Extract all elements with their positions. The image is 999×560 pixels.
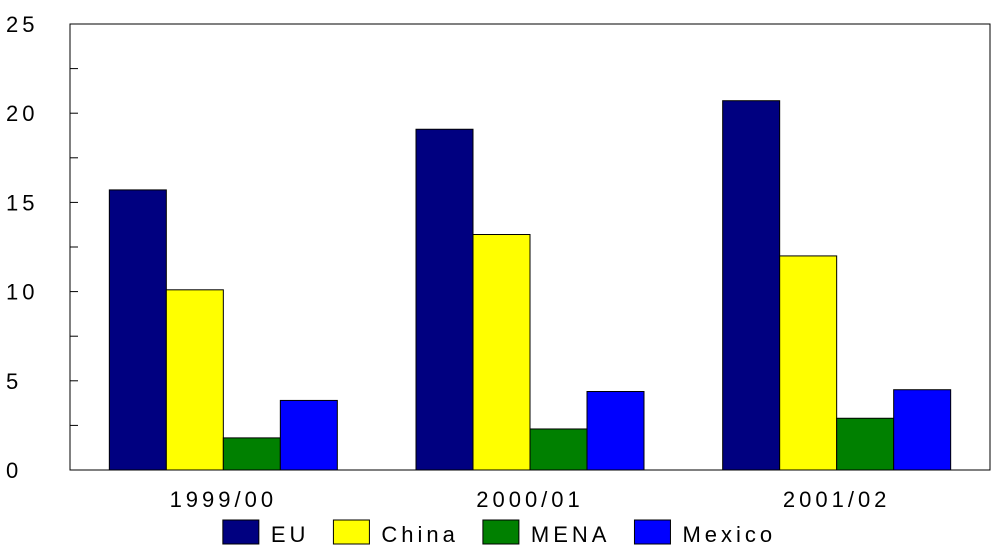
y-tick-label: 10: [6, 280, 38, 305]
bar-china-0: [165, 289, 224, 471]
y-tick-label: 25: [6, 12, 38, 37]
legend-swatch: [482, 519, 520, 545]
bar-mexico-1: [586, 391, 645, 471]
legend: EU China MENA Mexico: [222, 519, 776, 547]
y-tick-label: 20: [6, 101, 38, 126]
bar-china-2: [779, 255, 838, 471]
legend-label: MENA: [531, 522, 611, 547]
y-tick-label: 5: [6, 369, 22, 394]
y-tick-label: 0: [6, 458, 22, 483]
legend-item-mexico: Mexico: [633, 519, 776, 547]
bar-mexico-0: [279, 399, 338, 471]
legend-label: EU: [271, 522, 310, 547]
legend-swatch: [332, 519, 370, 545]
x-tick-label: 2001/02: [783, 487, 891, 512]
y-tick-label: 15: [6, 190, 38, 215]
bar-mena-1: [529, 428, 588, 471]
bar-mena-2: [836, 417, 895, 471]
bar-eu-1: [415, 128, 474, 471]
legend-item-eu: EU: [222, 519, 310, 547]
bar-china-1: [472, 234, 531, 471]
legend-item-china: China: [332, 519, 458, 547]
bar-eu-0: [108, 189, 167, 471]
legend-item-mena: MENA: [482, 519, 611, 547]
bar-mexico-2: [893, 389, 952, 471]
x-tick-label: 1999/00: [170, 487, 278, 512]
legend-label: Mexico: [682, 522, 776, 547]
legend-swatch: [633, 519, 671, 545]
legend-label: China: [381, 522, 458, 547]
x-tick-label: 2000/01: [476, 487, 584, 512]
legend-swatch: [222, 519, 260, 545]
plot-area: 0 5 10 15 20 25 1999/00 2000/01 2001/02: [6, 12, 991, 512]
bar-mena-0: [222, 437, 281, 471]
bar-eu-2: [722, 100, 781, 471]
